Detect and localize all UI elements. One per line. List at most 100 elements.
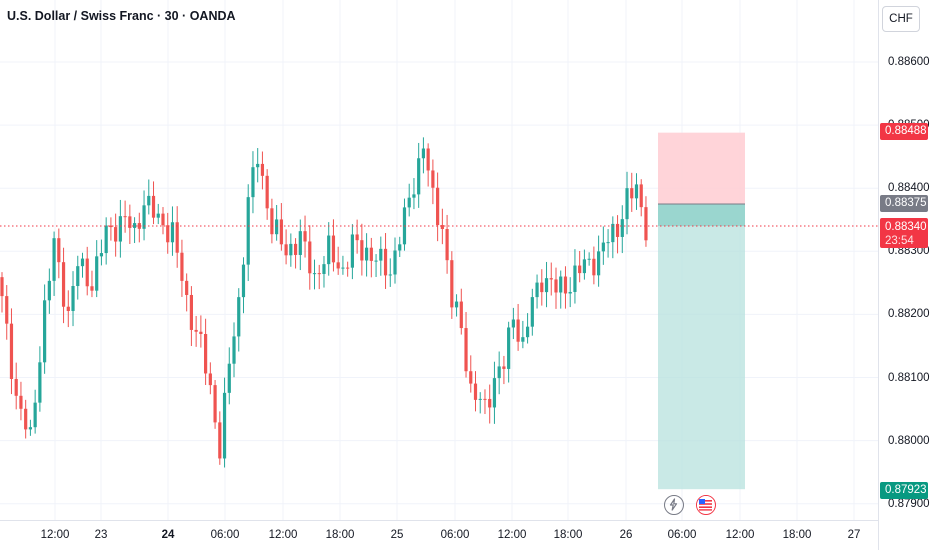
candle-body [241, 264, 246, 298]
candle-body [104, 225, 108, 254]
time-tick-label: 25 [390, 529, 404, 541]
candle-body [412, 194, 416, 198]
candle-body [166, 225, 170, 243]
position-zones[interactable] [658, 132, 745, 490]
candles [0, 137, 648, 468]
candle-body [293, 243, 298, 255]
candle-body [625, 188, 629, 220]
candle-body [544, 278, 549, 293]
profit-zone [658, 203, 745, 490]
candle-body [568, 291, 572, 294]
candle-body [61, 262, 66, 307]
candle-body [530, 297, 534, 327]
price-axis[interactable] [878, 0, 932, 550]
candle-body [90, 286, 94, 291]
candle-body [76, 266, 80, 287]
candle-body [535, 282, 539, 298]
candle-body [260, 163, 265, 176]
candle-body [336, 262, 340, 269]
open-pnl-zone [658, 203, 745, 227]
time-tick-label: 18:00 [325, 529, 355, 541]
candle-body [630, 188, 634, 199]
candle-body [331, 235, 336, 263]
chart-area[interactable]: U.S. Dollar / Swiss Franc · 30 · OANDA [0, 0, 878, 520]
candle-body [237, 297, 241, 337]
candle-body [312, 273, 317, 275]
candle-body [417, 158, 421, 195]
candle-body [511, 319, 515, 328]
candle-body [563, 276, 568, 294]
candle-body [199, 331, 203, 335]
price-lines [0, 203, 878, 227]
time-tick-label: 12:00 [725, 529, 755, 541]
candle-body [251, 167, 255, 198]
candle-body [128, 216, 132, 228]
candle-body [421, 148, 426, 159]
candle-body [270, 208, 274, 235]
candle-body [483, 398, 487, 400]
candle-body [9, 323, 14, 379]
candle-body [208, 373, 212, 386]
candle-body [454, 301, 459, 308]
candle-body [256, 163, 260, 168]
candle-body [71, 286, 75, 311]
candle-body [175, 222, 179, 253]
us-flag-icon[interactable] [696, 495, 716, 515]
candle-body [38, 362, 42, 403]
current-price-label: 0.88340 23:54 [880, 218, 928, 248]
candle-body [521, 337, 525, 342]
time-tick-label: 18:00 [782, 529, 812, 541]
loss-zone [658, 132, 745, 204]
target-price-label: 0.88488 [880, 123, 928, 140]
candle-body [360, 240, 364, 261]
candle-body [0, 277, 4, 297]
candle-body [620, 219, 624, 237]
price-tick-label: 0.87900 [888, 497, 930, 510]
candle-body [85, 258, 89, 287]
candle-body [317, 273, 321, 275]
candle-body [28, 427, 33, 430]
candle-body [426, 148, 430, 171]
currency-selector[interactable]: CHF [882, 6, 920, 32]
candle-body [445, 229, 449, 261]
time-tick-label: 06:00 [440, 529, 470, 541]
candle-body [213, 385, 217, 423]
candle-body [516, 319, 520, 342]
candle-body [644, 207, 648, 241]
candle-body [450, 260, 454, 308]
candle-body [246, 197, 250, 265]
candle-body [303, 231, 307, 242]
candle-body [132, 223, 137, 228]
candle-body [374, 260, 378, 262]
candle-body [502, 366, 506, 369]
candle-body [440, 225, 444, 230]
entry-price-label: 0.88375 [880, 195, 928, 212]
candle-body [478, 398, 482, 400]
candlestick-chart[interactable] [0, 0, 878, 520]
lightning-icon[interactable] [664, 495, 684, 515]
candle-body [469, 371, 473, 384]
time-tick-label: 23 [94, 529, 108, 541]
candle-body [189, 294, 193, 330]
candle-body [407, 197, 411, 208]
candle-body [161, 213, 165, 226]
candle-body [459, 301, 463, 329]
candle-body [554, 279, 558, 293]
candle-body [57, 238, 61, 263]
candle-body [52, 238, 56, 281]
candle-body [355, 234, 359, 241]
candle-body [398, 244, 402, 251]
candle-body [383, 248, 388, 276]
candle-body [488, 398, 492, 408]
candle-body [615, 223, 620, 237]
candle-body [47, 280, 51, 301]
candle-body [14, 378, 18, 396]
candle-body [275, 219, 279, 235]
time-axis[interactable] [0, 520, 878, 551]
candle-body [80, 258, 85, 267]
candle-body [204, 334, 208, 374]
candle-body [66, 306, 70, 311]
candle-body [492, 378, 497, 408]
candle-body [592, 258, 596, 276]
chart-title: U.S. Dollar / Swiss Franc · 30 · OANDA [7, 9, 236, 23]
